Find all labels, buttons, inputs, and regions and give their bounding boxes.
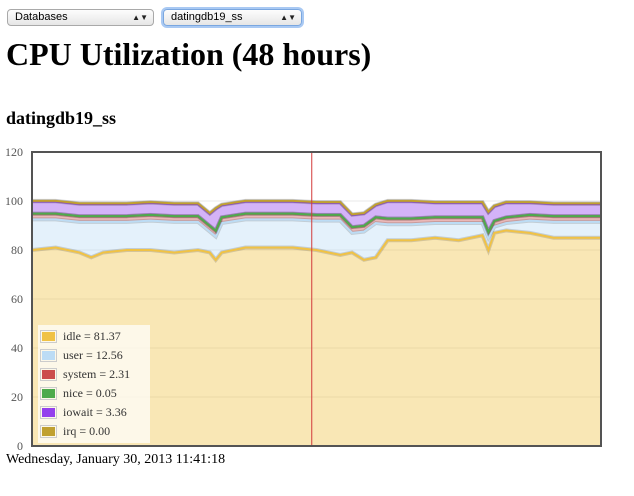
series-line-irq (32, 199, 601, 216)
host-select-value: datingdb19_ss (171, 11, 243, 23)
legend-label: user = 12.56 (63, 348, 123, 362)
legend-label: system = 2.31 (63, 367, 131, 381)
legend-label: nice = 0.05 (63, 386, 117, 400)
y-tick-label: 120 (5, 145, 23, 159)
y-tick-label: 0 (17, 439, 23, 453)
legend-label: iowait = 3.36 (63, 405, 127, 419)
series-area-user (32, 219, 601, 260)
series-line-user (32, 218, 601, 241)
select-arrows-icon: ▲▼ (132, 13, 148, 22)
cpu-chart: 0 20 40 60 80 100 120 (0, 140, 634, 460)
legend-swatch (40, 387, 57, 400)
series-area-system (32, 213, 601, 238)
legend-label: idle = 81.37 (63, 329, 121, 343)
series-area-idle (32, 230, 601, 446)
y-tick-label: 80 (11, 243, 23, 257)
y-tick-label: 20 (11, 390, 23, 404)
page-title: CPU Utilization (48 hours) (6, 36, 372, 72)
cpu-chart-svg: 0 20 40 60 80 100 120 (5, 145, 602, 453)
legend-item: system = 2.31 (40, 365, 150, 384)
y-tick-label: 100 (5, 194, 23, 208)
legend-label: irq = 0.00 (63, 424, 111, 438)
legend-swatch (40, 368, 57, 381)
legend-item: idle = 81.37 (40, 327, 150, 346)
legend-swatch (40, 330, 57, 343)
legend-item: iowait = 3.36 (40, 403, 150, 422)
series-line-idle (31, 229, 601, 262)
chart-legend: idle = 81.37 user = 12.56 system = 2.31 nic… (38, 325, 150, 443)
plot-border (31, 151, 602, 447)
y-tick-label: 40 (11, 341, 23, 355)
timestamp: Wednesday, January 30, 2013 11:41:18 (6, 452, 226, 467)
legend-item: user = 12.56 (40, 346, 150, 365)
host-select[interactable]: datingdb19_ss ▲▼ (163, 9, 302, 26)
y-tick-label: 60 (11, 292, 23, 306)
host-subtitle: datingdb19_ss (6, 108, 117, 128)
legend-swatch (40, 349, 57, 362)
select-arrows-icon: ▲▼ (280, 13, 296, 22)
legend-item: nice = 0.05 (40, 384, 150, 403)
database-select-value: Databases (15, 11, 68, 23)
database-select[interactable]: Databases ▲▼ (7, 9, 154, 26)
legend-swatch (40, 406, 57, 419)
legend-swatch (40, 425, 57, 438)
legend-item: irq = 0.00 (40, 422, 150, 441)
series-area-iowait (32, 201, 601, 232)
series-line-nice (32, 212, 601, 235)
